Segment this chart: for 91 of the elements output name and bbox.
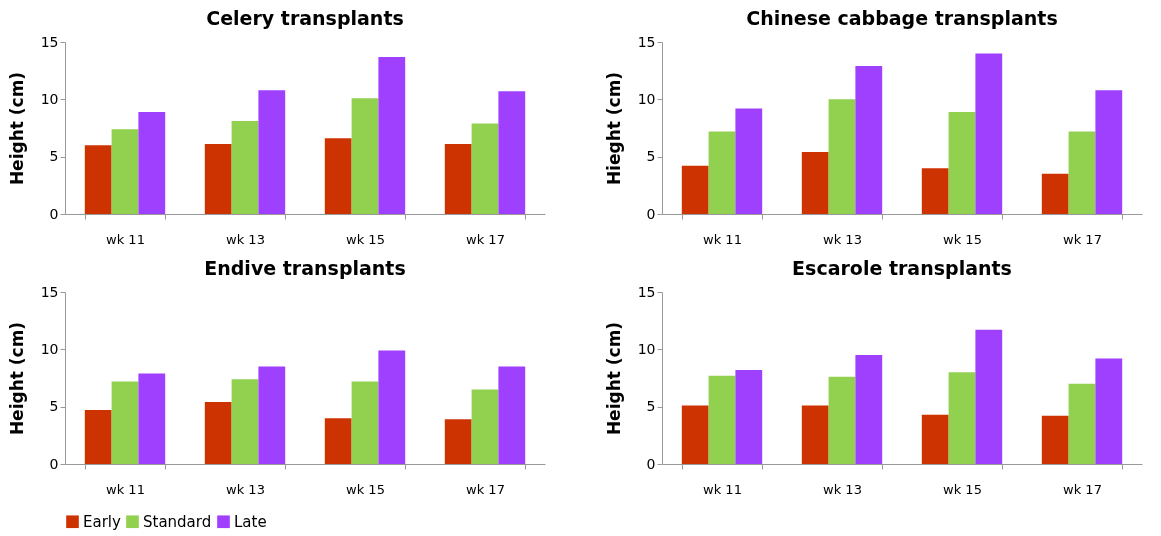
bar — [1068, 131, 1096, 214]
bar — [975, 53, 1003, 214]
y-axis-title: Height (cm) — [603, 321, 624, 436]
bar — [828, 376, 856, 464]
bar — [921, 414, 949, 464]
bar — [351, 98, 379, 214]
x-tick-label: wk 13 — [823, 481, 862, 497]
x-tick-label: wk 13 — [823, 231, 862, 247]
x-tick-label: wk 11 — [703, 231, 742, 247]
x-tick-label: wk 17 — [466, 481, 505, 497]
y-tick-label: 0 — [49, 455, 59, 472]
legend-label: Late — [234, 512, 267, 531]
bar — [498, 91, 526, 214]
bar — [204, 144, 232, 214]
y-tick-label: 5 — [646, 148, 656, 165]
bar — [471, 123, 499, 214]
bar — [828, 99, 856, 214]
bar — [378, 350, 406, 464]
x-tick-label: wk 15 — [346, 231, 385, 247]
legend-label: Early — [83, 512, 121, 531]
x-tick-label: wk 15 — [943, 481, 982, 497]
bar — [204, 402, 232, 464]
bar — [84, 145, 112, 214]
bar — [975, 329, 1003, 464]
bar — [138, 373, 166, 464]
bar — [801, 405, 829, 464]
bar — [258, 366, 286, 464]
bar — [231, 121, 259, 214]
bar — [735, 369, 763, 464]
y-tick-label: 0 — [646, 455, 656, 472]
bar — [111, 129, 139, 214]
y-tick-label: 15 — [40, 33, 59, 50]
x-tick-label: wk 11 — [106, 481, 145, 497]
bar — [444, 419, 472, 464]
bar — [1041, 415, 1069, 464]
y-axis-title: Height (cm) — [6, 71, 27, 186]
bar — [735, 108, 763, 214]
y-tick-label: 10 — [637, 340, 656, 357]
x-tick-label: wk 17 — [1063, 231, 1102, 247]
bar — [444, 144, 472, 214]
bar — [948, 372, 976, 464]
y-tick-label: 15 — [40, 283, 59, 300]
y-tick-label: 0 — [646, 205, 656, 222]
y-tick-label: 15 — [637, 33, 656, 50]
y-tick-label: 5 — [646, 398, 656, 415]
bar — [84, 410, 112, 464]
y-tick-label: 15 — [637, 283, 656, 300]
bar — [324, 418, 352, 464]
bar — [471, 389, 499, 464]
y-tick-label: 10 — [40, 340, 59, 357]
x-tick-label: wk 15 — [943, 231, 982, 247]
x-tick-label: wk 11 — [106, 231, 145, 247]
bar — [111, 381, 139, 464]
x-tick-label: wk 15 — [346, 481, 385, 497]
y-axis-title: Height (cm) — [6, 321, 27, 436]
x-tick-label: wk 11 — [703, 481, 742, 497]
bar — [1068, 383, 1096, 464]
x-tick-label: wk 13 — [226, 481, 265, 497]
bar — [138, 111, 166, 214]
bar — [708, 375, 736, 464]
y-tick-label: 10 — [40, 90, 59, 107]
bar — [855, 66, 883, 214]
x-tick-label: wk 17 — [1063, 481, 1102, 497]
bar — [708, 131, 736, 214]
chart-title: Endive transplants — [204, 257, 406, 279]
bar — [801, 152, 829, 214]
chart-title: Chinese cabbage transplants — [746, 7, 1058, 29]
y-tick-label: 5 — [49, 398, 59, 415]
bar — [498, 366, 526, 464]
y-tick-label: 5 — [49, 148, 59, 165]
bar — [231, 379, 259, 464]
bar — [681, 165, 709, 214]
bar — [681, 405, 709, 464]
chart-title: Escarole transplants — [792, 257, 1012, 279]
x-tick-label: wk 17 — [466, 231, 505, 247]
bar — [855, 355, 883, 464]
y-tick-label: 0 — [49, 205, 59, 222]
bar — [1041, 173, 1069, 214]
chart-title: Celery transplants — [206, 7, 404, 29]
bar — [324, 138, 352, 214]
bar — [948, 111, 976, 214]
bar — [1095, 90, 1123, 214]
y-axis-title: Hieght (cm) — [603, 71, 624, 186]
bar — [258, 90, 286, 214]
y-tick-label: 10 — [637, 90, 656, 107]
x-tick-label: wk 13 — [226, 231, 265, 247]
bar — [921, 168, 949, 214]
bar — [378, 56, 406, 214]
bar — [351, 381, 379, 464]
bar — [1095, 358, 1123, 464]
legend-label: Standard — [143, 512, 212, 531]
